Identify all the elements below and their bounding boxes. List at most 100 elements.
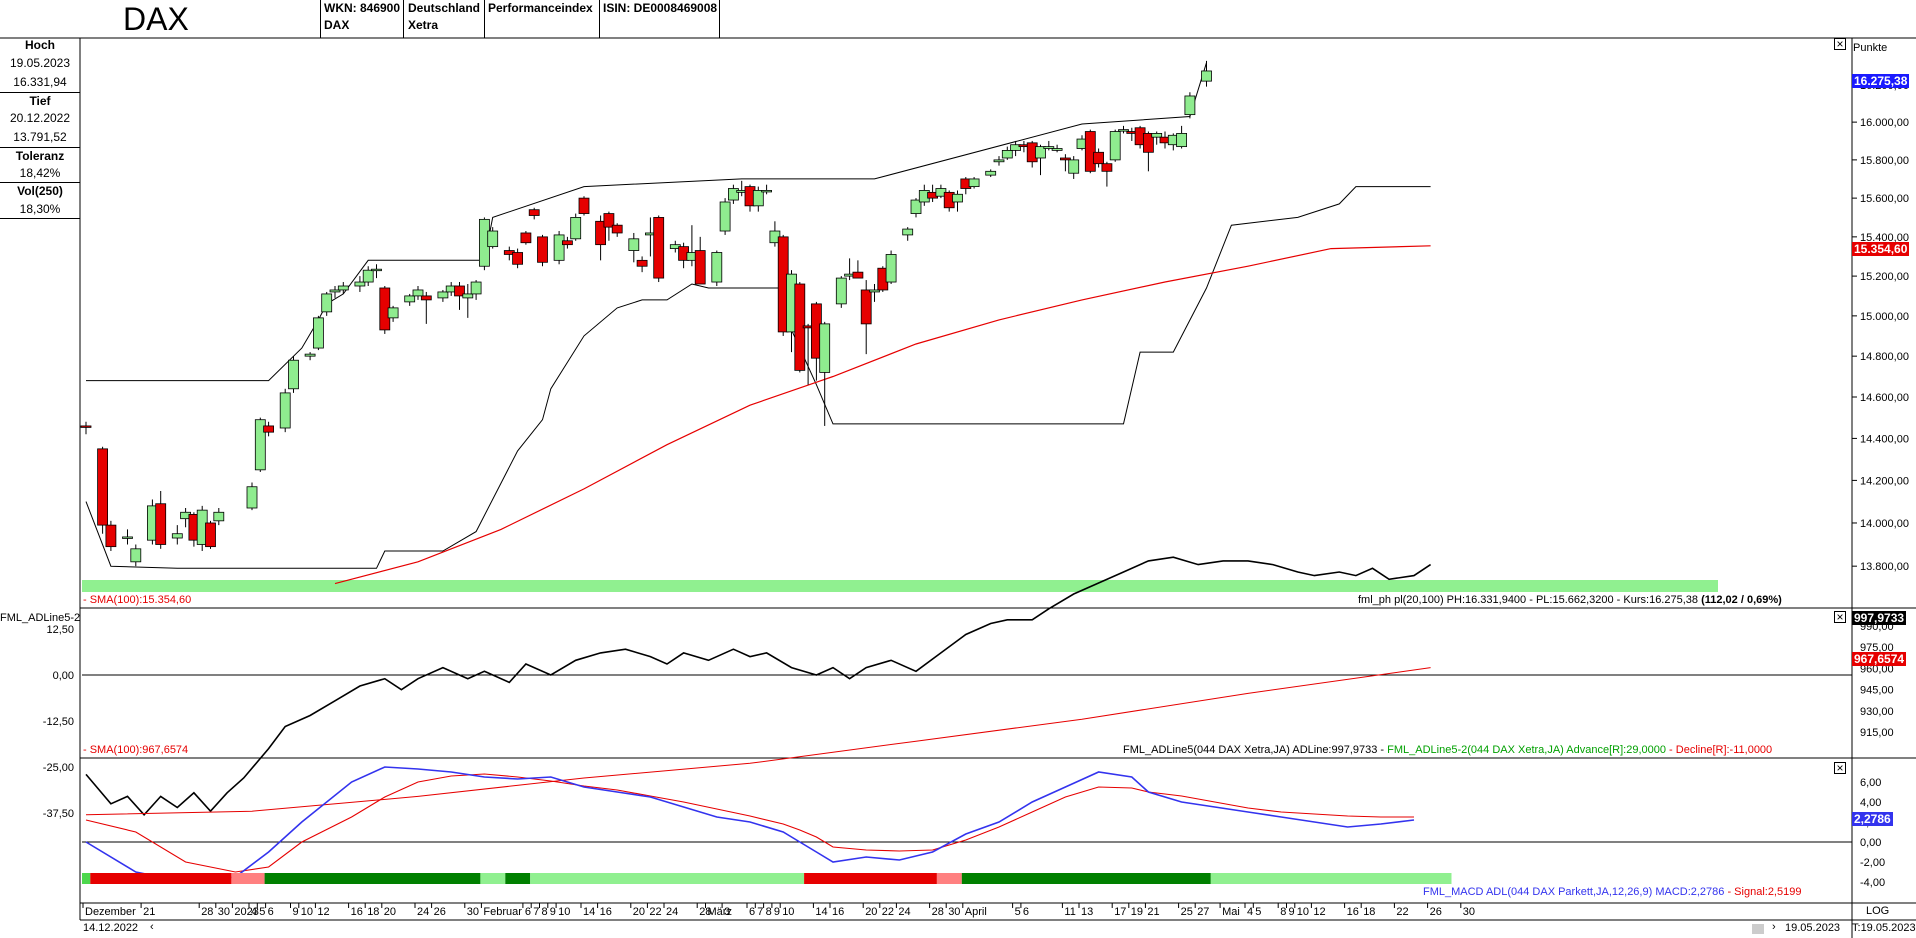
x-tick-label: 5 [1255, 906, 1261, 918]
x-tick-label: 9 [293, 906, 299, 918]
macd-status-segment [804, 873, 937, 884]
candle-up [462, 293, 474, 299]
low-value: 13.791,52 [13, 130, 67, 144]
price-tick-label: 14.000,00 [1860, 518, 1909, 530]
price-tick-label: 14.200,00 [1860, 475, 1909, 487]
x-tick-label: 9 [774, 906, 780, 918]
candle-up [985, 170, 997, 176]
x-tick-label: 2023 [234, 906, 258, 918]
candle-up [752, 190, 764, 207]
symbol-title: DAX [123, 1, 189, 37]
candle-up [719, 201, 731, 232]
candle-up [362, 269, 374, 283]
candle-up [329, 289, 341, 293]
price-tick-label: 15.800,00 [1860, 155, 1909, 167]
candle-down [694, 250, 706, 285]
header-divider [599, 0, 600, 38]
candle-up [312, 317, 324, 349]
candle-up [728, 188, 739, 201]
candle-down [603, 213, 615, 228]
x-tick-label: 8 [1280, 906, 1286, 918]
adline-right-tick-label: 945,00 [1860, 685, 1894, 697]
end-date: 19.05.2023 [1785, 922, 1841, 934]
x-tick-label: 25 [1181, 906, 1193, 918]
candle-down [512, 252, 523, 265]
x-tick-label: 30 [218, 906, 230, 918]
x-tick-label: 10 [782, 906, 794, 918]
info-caption: fml_ph pl(20,100) PH:16.331,9400 - PL:15… [1358, 594, 1782, 606]
sma-caption: - SMA(100):15.354,60 [83, 594, 192, 606]
candle-up [387, 307, 399, 319]
x-tick-label: 4 [251, 906, 257, 918]
price-tick-label: 15.400,00 [1860, 232, 1909, 244]
x-tick-label: Mai [1222, 906, 1240, 918]
adline-sma-badge: 967,6574 [1852, 652, 1907, 666]
candle-up [288, 359, 299, 390]
x-tick-label: 6 [525, 906, 531, 918]
scroll-thumb[interactable] [1752, 924, 1764, 934]
start-date: 14.12.2022 [83, 922, 139, 934]
x-tick-label: 20 [384, 906, 396, 918]
log-scale-button[interactable]: LOG [1866, 905, 1890, 917]
x-tick-label: 7 [533, 906, 539, 918]
candle-up [628, 238, 640, 251]
candle-down [520, 232, 532, 244]
candle-down [1143, 133, 1154, 153]
candle-up [437, 291, 449, 299]
end-prefix: T: [1852, 922, 1861, 934]
adline-right-tick-label: 915,00 [1860, 727, 1894, 739]
candle-down [1084, 131, 1096, 172]
x-tick-label: 6 [268, 906, 274, 918]
x-tick-label: 21 [143, 906, 155, 918]
candle-up [246, 486, 258, 509]
macd-caption: FML_MACD ADL(044 DAX Parkett,JA,12,26,9)… [1423, 886, 1801, 898]
x-tick-label: 17 [1114, 906, 1126, 918]
close-panel-icon[interactable]: × [1834, 38, 1846, 50]
candle-down [454, 285, 465, 297]
x-tick-label: 16 [832, 906, 844, 918]
candle-up [1035, 146, 1046, 159]
macd-caption-blue: FML_MACD ADL(044 DAX Parkett,JA,12,26,9)… [1423, 886, 1725, 898]
sidebar-divider [0, 218, 80, 219]
sma-badge: 15.354,60 [1852, 242, 1910, 256]
x-tick-label: 4 [1247, 906, 1253, 918]
adline-caption: FML_ADLine5(044 DAX Xetra,JA) ADLine:997… [1123, 744, 1772, 756]
candle-up [952, 193, 963, 203]
candle-up [1184, 95, 1196, 116]
x-tick-label: 19 [1131, 906, 1143, 918]
adline-tick-label: -25,00 [43, 762, 74, 774]
candle-up [1010, 144, 1021, 151]
x-tick-label: Dezember [85, 906, 136, 918]
x-tick-label: 24 [417, 906, 429, 918]
macd-status-segment [961, 873, 1211, 884]
adline-right-tick-label: 960,00 [1860, 663, 1894, 675]
x-tick-label: 24 [666, 906, 678, 918]
adline-right-tick-label: 975,00 [1860, 642, 1894, 654]
close-panel-icon[interactable]: × [1834, 762, 1846, 774]
candle-up [304, 353, 316, 357]
candle-up [487, 230, 499, 248]
scroll-left-icon[interactable]: ‹ [150, 921, 154, 933]
adline-tick-label: -37,50 [43, 808, 74, 820]
price-tick-label: 13.800,00 [1860, 561, 1909, 573]
end-date-value: 19.05.2023 [1860, 922, 1916, 934]
candle-up [371, 268, 382, 272]
candle-up [553, 234, 565, 261]
candle-up [910, 199, 922, 214]
close-panel-icon[interactable]: × [1834, 611, 1846, 623]
candle-up [171, 533, 183, 539]
x-tick-label: 14 [583, 906, 595, 918]
candle-up [354, 281, 366, 287]
x-tick-label: 10 [301, 906, 313, 918]
x-tick-label: 20 [633, 906, 645, 918]
candle-up [711, 252, 723, 283]
macd-tick-label: -4,00 [1860, 877, 1885, 889]
candle-down [595, 220, 606, 246]
x-tick-label: 14 [815, 906, 827, 918]
price-high-channel [86, 62, 1207, 382]
header-divider [320, 0, 321, 38]
scroll-right-icon[interactable]: › [1772, 921, 1776, 933]
candle-down [80, 425, 92, 428]
x-tick-label: 12 [317, 906, 329, 918]
